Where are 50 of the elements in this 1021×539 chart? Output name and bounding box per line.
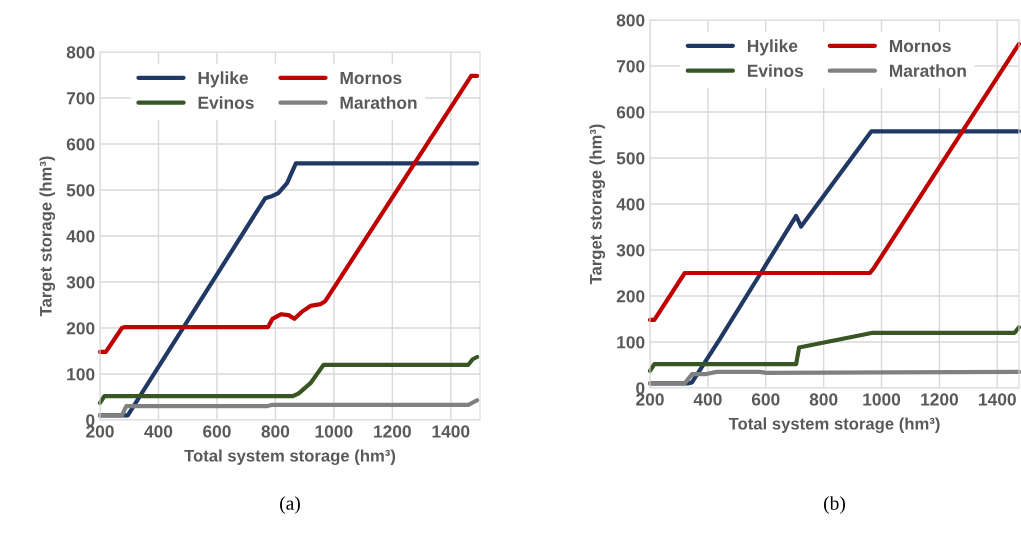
y-tick-label: 300 [66, 276, 95, 289]
x-tick-label: 1400 [432, 425, 470, 438]
y-tick-label: 0 [636, 382, 645, 395]
y-tick-label: 700 [616, 60, 645, 73]
x-tick-label: 1400 [979, 393, 1016, 406]
y-tick-label: 0 [86, 414, 95, 427]
x-tick-label: 600 [203, 425, 231, 438]
y-tick-label: 100 [617, 336, 645, 349]
legend-label: Marathon [889, 64, 966, 77]
y-tick-label: 500 [616, 152, 645, 165]
y-tick-label: 100 [67, 368, 95, 381]
x-tick-label: 1200 [921, 393, 959, 406]
line-series [97, 354, 480, 406]
y-tick-label: 600 [66, 138, 95, 151]
y-tick-label: 200 [66, 322, 95, 335]
x-tick-label: 800 [261, 425, 290, 438]
legend-label: Evinos [747, 64, 803, 77]
y-tick-label: 600 [616, 106, 645, 119]
y-axis-title: Target storage (hm³) [589, 124, 606, 285]
x-tick-label: 200 [86, 425, 114, 438]
x-axis-title: Total system storage (hm³) [728, 417, 940, 433]
y-tick-label: 500 [66, 184, 95, 197]
x-tick-label: 1000 [863, 393, 901, 406]
x-tick-label: 400 [693, 393, 722, 406]
y-tick-label: 400 [616, 198, 645, 211]
text: (a) [280, 496, 300, 514]
x-tick-label: 800 [809, 393, 838, 406]
y-tick-label: 800 [66, 46, 95, 59]
line-series [97, 73, 480, 355]
legend-label: Evinos [198, 96, 254, 109]
legend-label: Marathon [340, 96, 417, 109]
x-axis-title: Total system storage (hm³) [184, 449, 396, 465]
legend-label: Hylike [198, 71, 249, 88]
line-series [647, 325, 1021, 374]
x-tick-label: 1200 [374, 425, 411, 438]
y-tick-label: 800 [616, 14, 645, 27]
legend-label: Hylike [747, 39, 798, 56]
legend-label: Mornos [889, 39, 951, 53]
text: (b) [824, 496, 845, 514]
y-axis-title: Target storage (hm³) [39, 156, 56, 317]
y-tick-label: 200 [616, 290, 645, 303]
x-tick-label: 600 [751, 393, 780, 406]
x-tick-label: 400 [144, 425, 173, 438]
x-tick-label: 200 [636, 393, 664, 406]
y-tick-label: 700 [66, 92, 95, 105]
y-tick-label: 300 [616, 244, 645, 257]
line-series [647, 41, 1021, 323]
y-tick-label: 400 [66, 230, 95, 243]
x-tick-label: 1000 [315, 425, 353, 438]
legend-label: Mornos [340, 71, 402, 85]
